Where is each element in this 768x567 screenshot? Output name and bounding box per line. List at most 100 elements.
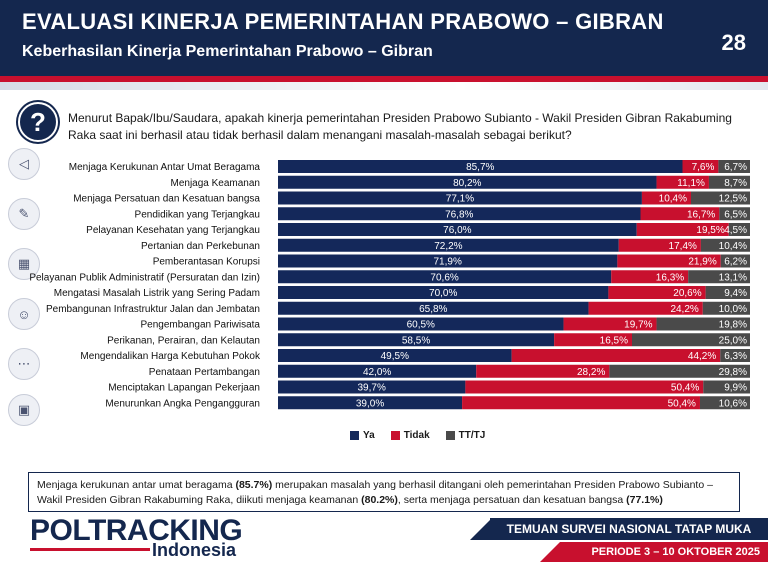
survey-type-band: TEMUAN SURVEI NASIONAL TATAP MUKA — [490, 518, 768, 540]
bar-tidak-8 — [611, 270, 689, 284]
bar-ya-16 — [278, 396, 463, 410]
value-label-ya-6: 72,2% — [434, 241, 462, 252]
more-icon[interactable]: ⋯ — [8, 348, 40, 380]
note-bold-2: (80.2%) — [361, 494, 398, 506]
people-icon[interactable]: ☺ — [8, 298, 40, 330]
question-icon: ? — [18, 102, 58, 142]
legend-label-tidak: Tidak — [403, 430, 430, 441]
bar-ya-9 — [278, 286, 609, 299]
bar-tt-tj-14 — [609, 364, 750, 378]
bar-tidak-7 — [617, 254, 721, 268]
category-label-pendidikan-yang-terjangkau: Pendidikan yang Terjangkau — [135, 209, 260, 220]
value-label-ya-5: 76,0% — [443, 225, 471, 236]
bar-tidak-11 — [563, 317, 657, 331]
value-label-ya-8: 70,6% — [430, 272, 458, 283]
bar-tt-tj-1 — [718, 160, 750, 173]
header-banner: EVALUASI KINERJA PEMERINTAHAN PRABOWO – … — [0, 0, 768, 82]
bar-tt-tj-3 — [691, 191, 750, 205]
bar-tt-tj-15 — [703, 380, 750, 394]
bar-ya-15 — [278, 380, 466, 394]
poltracking-logo: POLTRACKING — [30, 514, 243, 547]
note-bold-3: (77.1%) — [626, 494, 663, 506]
value-label-tidak-1: 7,6% — [692, 162, 715, 173]
pen-icon[interactable]: ✎ — [8, 198, 40, 230]
legend-swatch-ya — [350, 431, 359, 440]
value-label-tt-tj-8: 13,1% — [719, 272, 747, 283]
bar-ya-1 — [278, 160, 683, 173]
value-label-ya-11: 60,5% — [407, 320, 435, 331]
value-label-tidak-10: 24,2% — [670, 304, 698, 315]
bar-ya-4 — [278, 207, 641, 221]
bar-tidak-15 — [465, 380, 704, 394]
note-text-1: Menjaga kerukunan antar umat beragama — [37, 479, 236, 491]
footer-period-slant — [540, 542, 560, 562]
bar-tt-tj-6 — [700, 238, 750, 252]
value-label-tidak-14: 28,2% — [577, 367, 605, 378]
bar-tidak-16 — [462, 396, 700, 410]
category-label-menjaga-persatuan-dan-kesatuan-bangsa: Menjaga Persatuan dan Kesatuan bangsa — [73, 194, 260, 205]
value-label-tt-tj-15: 9,9% — [724, 383, 747, 394]
value-label-tt-tj-7: 6,2% — [724, 257, 747, 268]
value-label-ya-7: 71,9% — [434, 257, 462, 268]
value-label-ya-9: 70,0% — [429, 288, 457, 299]
presentation-icon[interactable]: ▣ — [8, 394, 40, 426]
legend-swatch-tidak — [390, 431, 400, 440]
value-label-tt-tj-16: 10,6% — [719, 398, 747, 409]
bar-tt-tj-7 — [720, 254, 750, 268]
bar-tidak-12 — [554, 333, 632, 347]
category-label-pemberantasan-korupsi: Pemberantasan Korupsi — [153, 257, 260, 268]
category-label-mengendalikan-harga-kebutuhan-pokok: Mengendalikan Harga Kebutuhan Pokok — [80, 351, 261, 362]
value-label-tidak-6: 17,4% — [669, 241, 697, 252]
bar-tt-tj-4 — [719, 207, 750, 221]
bar-ya-5 — [278, 223, 637, 236]
category-label-penataan-pertambangan: Penataan Pertambangan — [149, 367, 260, 378]
bar-ya-14 — [278, 364, 477, 378]
category-label-menjaga-kerukunan-antar-umat-beragama: Menjaga Kerukunan Antar Umat Beragama — [69, 162, 261, 173]
value-label-tidak-7: 21,9% — [688, 257, 716, 268]
stacked-bar-chart: Menjaga Kerukunan Antar Umat Beragama 85,… — [29, 160, 750, 410]
value-label-ya-4: 76,8% — [445, 209, 473, 220]
chart-legend: Ya Tidak TT/TJ — [350, 430, 485, 441]
value-label-ya-13: 49,5% — [381, 351, 409, 362]
category-label-perikanan-perairan-dan-kelautan: Perikanan, Perairan, dan Kelautan — [107, 335, 260, 346]
value-label-ya-15: 39,7% — [358, 383, 386, 394]
bar-tt-tj-8 — [688, 270, 750, 284]
value-label-tt-tj-12: 25,0% — [719, 335, 747, 346]
legend-swatch-tt — [445, 431, 455, 440]
logo-underline — [30, 548, 150, 551]
bar-tt-tj-16 — [699, 396, 750, 410]
category-label-pelayanan-publik-administratif-persuratan-dan-izin: Pelayanan Publik Administratif (Persurat… — [29, 272, 260, 283]
bar-ya-11 — [278, 317, 564, 331]
survey-question: Menurut Bapak/Ibu/Saudara, apakah kinerj… — [68, 111, 732, 142]
bar-ya-6 — [278, 238, 619, 252]
value-label-tidak-2: 11,1% — [677, 178, 705, 189]
bar-tt-tj-13 — [720, 349, 750, 362]
value-label-ya-1: 85,7% — [466, 162, 494, 173]
page-subtitle: Keberhasilan Kinerja Pemerintahan Prabow… — [22, 43, 433, 60]
bar-tt-tj-5 — [728, 223, 750, 236]
header-divider — [0, 82, 768, 90]
value-label-tidak-3: 10,4% — [659, 194, 687, 205]
value-label-tidak-12: 16,5% — [600, 335, 628, 346]
bar-tt-tj-2 — [708, 175, 750, 189]
bar-tt-tj-9 — [705, 286, 750, 299]
page-title: EVALUASI KINERJA PEMERINTAHAN PRABOWO – … — [22, 9, 664, 34]
value-label-tidak-5: 19,5% — [696, 225, 724, 236]
value-label-tt-tj-2: 8,7% — [724, 178, 747, 189]
legend-label-ya: Ya — [363, 430, 375, 441]
grid-icon[interactable]: ▦ — [8, 248, 40, 280]
category-label-menurunkan-angka-pengangguran: Menurunkan Angka Pengangguran — [105, 398, 260, 409]
category-label-menjaga-keamanan: Menjaga Keamanan — [170, 178, 260, 189]
value-label-ya-14: 42,0% — [363, 367, 391, 378]
legend-item-tt: TT/TJ — [445, 430, 486, 441]
note-text-3: , serta menjaga persatuan dan kesatuan b… — [397, 494, 627, 506]
value-label-tt-tj-5: 4,5% — [724, 225, 747, 236]
survey-period-band: PERIODE 3 – 10 OKTOBER 2025 — [560, 542, 768, 562]
value-label-ya-3: 77,1% — [446, 194, 474, 205]
value-label-tidak-11: 19,7% — [624, 320, 652, 331]
bar-ya-10 — [278, 301, 589, 315]
bar-ya-8 — [278, 270, 612, 284]
back-icon[interactable]: ◁ — [8, 148, 40, 180]
bar-tidak-3 — [641, 191, 691, 205]
legend-label-tt: TT/TJ — [458, 430, 486, 441]
